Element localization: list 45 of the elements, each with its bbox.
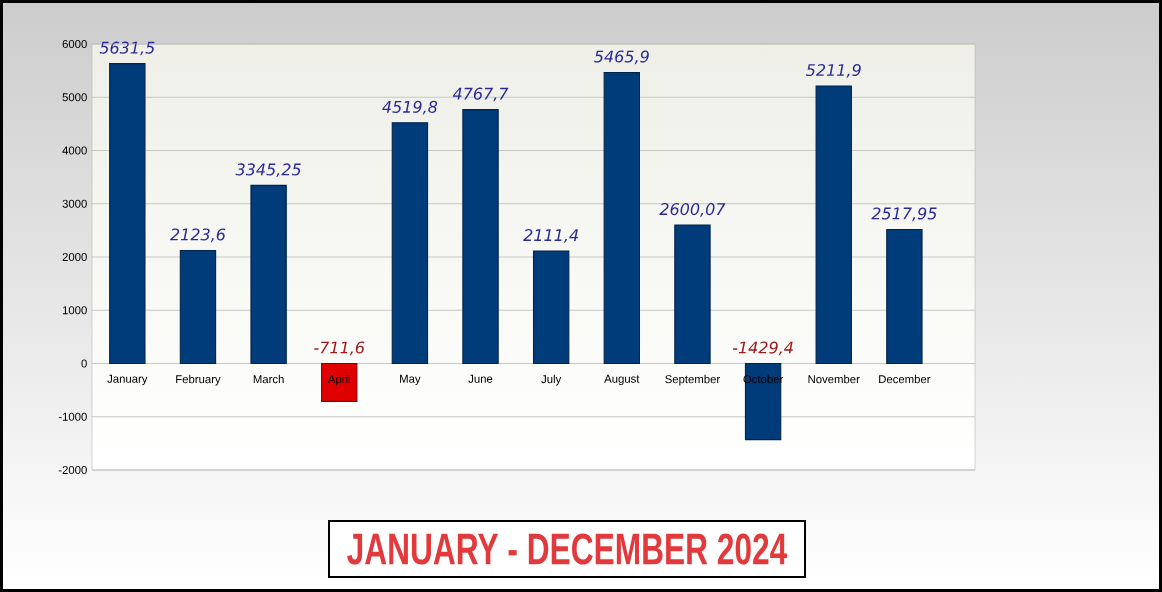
y-tick-label: -2000 (58, 466, 87, 474)
bar (532, 250, 570, 365)
data-label: 5211,9 (806, 63, 861, 78)
x-tick-label: April (327, 374, 350, 386)
x-tick-label: May (400, 374, 421, 386)
y-tick-label: 5000 (62, 93, 87, 102)
bar (886, 228, 923, 365)
bar (744, 362, 782, 441)
data-label: 2600,07 (659, 203, 726, 217)
x-tick-label: June (468, 374, 493, 383)
x-tick-label: December (879, 374, 931, 384)
data-label: -711,6 (314, 341, 365, 356)
bar (391, 122, 429, 365)
data-label: 2517,95 (871, 207, 937, 222)
x-tick-label: February (176, 374, 221, 386)
x-tick-label: March (253, 374, 284, 384)
bar (674, 224, 711, 365)
bar (109, 63, 146, 365)
x-tick-label: January (107, 374, 148, 386)
x-tick-label: July (541, 374, 562, 386)
y-tick-label: 4000 (62, 146, 87, 155)
y-tick-label: -1000 (58, 412, 87, 421)
bar (250, 184, 287, 365)
y-tick-label: 1000 (62, 306, 87, 315)
bar (321, 362, 358, 402)
bar (179, 249, 217, 365)
x-tick-label: August (604, 374, 640, 386)
data-label: 4767,7 (452, 87, 509, 102)
data-label: 5465,9 (594, 50, 649, 65)
bar (603, 71, 641, 365)
text: JANUARY - DECEMBER 2024 (347, 533, 788, 565)
x-tick-label: September (665, 374, 720, 386)
bar (815, 85, 852, 365)
y-tick-label: 3000 (62, 199, 87, 208)
y-tick-label: 2000 (62, 253, 87, 262)
data-label: 2123,6 (170, 228, 226, 243)
x-tick-label: November (808, 374, 860, 384)
y-tick-label: 0 (81, 359, 87, 368)
data-label: 4519,8 (382, 100, 438, 115)
bar (462, 109, 499, 365)
data-label: 2111,4 (523, 229, 578, 243)
data-label: 5631,5 (99, 41, 155, 56)
data-label: 3345,25 (235, 163, 301, 178)
y-tick-label: 6000 (62, 40, 87, 48)
data-label: -1429,4 (732, 341, 793, 356)
